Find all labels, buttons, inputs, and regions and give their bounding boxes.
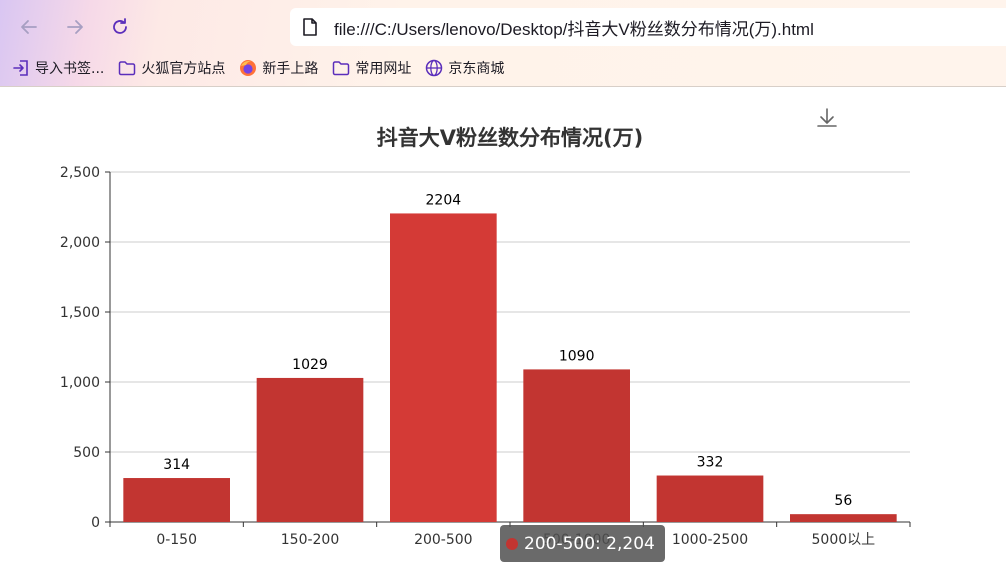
bar-value-label: 56 [834, 493, 852, 509]
x-tick-label: 150-200 [281, 532, 340, 548]
bar-value-label: 314 [163, 457, 190, 473]
x-tick-label: 5000以上 [812, 532, 876, 548]
bar-value-label: 1029 [292, 357, 328, 373]
tooltip-dot-icon [506, 537, 518, 550]
bookmark-label: 导入书签... [35, 61, 105, 77]
bar-chart: 0 500 1,000 1,500 2,000 2,500 314 0-150 1029 150-… [60, 165, 911, 548]
y-tick-label: 0 [91, 515, 100, 531]
bar [523, 369, 630, 522]
bar [790, 514, 897, 522]
y-tick-label: 2,000 [60, 235, 100, 251]
browser-chrome: file:///C:/Users/lenovo/Desktop/抖音大V粉丝数分… [0, 0, 1006, 87]
bar [256, 377, 364, 522]
reload-button[interactable] [105, 12, 135, 42]
page-icon [300, 17, 320, 37]
bar [123, 478, 230, 522]
bar-value-label: 1090 [559, 348, 595, 364]
bar [656, 475, 764, 522]
back-arrow-icon [21, 20, 37, 34]
bookmark-label: 常用网址 [355, 61, 412, 77]
bookmark-label: 新手上路 [262, 61, 319, 77]
chart-title: 抖音大V粉丝数分布情况(万) [376, 126, 644, 150]
bar-value-label: 2204 [426, 192, 462, 208]
bookmark-import[interactable]: 导入书签... [12, 58, 104, 78]
bookmarks-toolbar: 导入书签... 火狐官方站点 新手上路 常用网址 [0, 54, 1006, 82]
bar-value-label: 332 [697, 455, 724, 471]
bookmark-getting-started[interactable]: 新手上路 [239, 58, 318, 78]
forward-arrow-icon [67, 20, 83, 34]
reload-icon [113, 18, 127, 34]
x-tick-label: 200-500 [414, 532, 473, 548]
bookmark-firefox-site[interactable]: 火狐官方站点 [118, 58, 225, 78]
forward-button[interactable] [60, 12, 90, 42]
bar [390, 213, 497, 522]
bookmark-label: 火狐官方站点 [141, 61, 226, 77]
x-tick-label: 0-150 [156, 532, 197, 548]
address-bar[interactable]: file:///C:/Users/lenovo/Desktop/抖音大V粉丝数分… [290, 8, 1006, 46]
bookmark-label: 京东商城 [448, 61, 505, 77]
y-tick-label: 2,500 [60, 165, 100, 181]
import-icon [13, 60, 28, 76]
bookmark-common-sites[interactable]: 常用网址 [332, 58, 411, 78]
bookmark-jd[interactable]: 京东商城 [425, 58, 504, 78]
download-icon[interactable] [815, 106, 839, 130]
x-tick-label: 1000-2500 [672, 532, 748, 548]
back-button[interactable] [14, 12, 44, 42]
url-text[interactable]: file:///C:/Users/lenovo/Desktop/抖音大V粉丝数分… [334, 19, 814, 39]
firefox-icon [240, 60, 257, 76]
y-tick-label: 1,000 [60, 375, 100, 391]
tooltip-text: 200-500: 2,204 [524, 533, 655, 554]
y-tick-label: 500 [73, 445, 100, 461]
folder-icon [333, 61, 350, 76]
folder-icon [119, 61, 136, 76]
globe-icon [426, 59, 443, 77]
chart-tooltip: 200-500: 2,204 [500, 525, 665, 562]
y-tick-label: 1,500 [60, 305, 100, 321]
chart-container: 抖音大V粉丝数分布情况(万) 0 500 1,000 1,500 2,000 2,500 3… [0, 88, 1006, 577]
